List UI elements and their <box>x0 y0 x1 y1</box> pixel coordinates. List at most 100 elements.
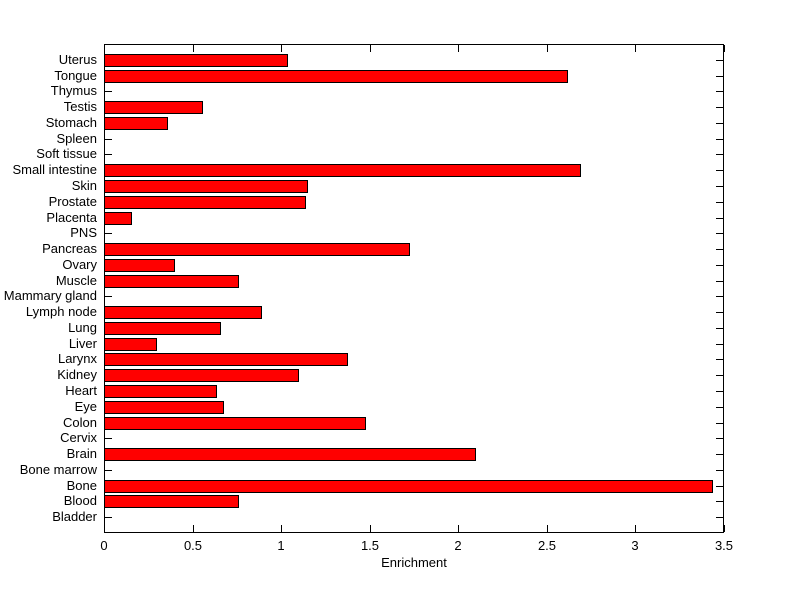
x-tick-top-icon <box>281 45 282 52</box>
y-axis-label: Muscle <box>55 273 97 288</box>
bar <box>104 212 132 225</box>
bar <box>104 70 568 83</box>
y-tick-right-icon <box>716 107 723 108</box>
y-axis-label: Brain <box>66 446 97 461</box>
x-tick-bottom-icon <box>370 525 371 532</box>
x-tick-top-icon <box>458 45 459 52</box>
y-tick-left-icon <box>105 517 112 518</box>
y-axis-label: Bone marrow <box>19 462 97 477</box>
y-tick-right-icon <box>716 391 723 392</box>
x-tick-top-icon <box>724 45 725 52</box>
y-tick-left-icon <box>105 296 112 297</box>
y-tick-right-icon <box>716 454 723 455</box>
y-tick-left-icon <box>105 139 112 140</box>
y-axis-label: Small intestine <box>12 162 97 177</box>
y-tick-right-icon <box>716 423 723 424</box>
y-tick-right-icon <box>716 170 723 171</box>
y-axis-label: Heart <box>65 383 97 398</box>
y-tick-right-icon <box>716 186 723 187</box>
y-tick-right-icon <box>716 359 723 360</box>
x-tick-bottom-icon <box>193 525 194 532</box>
y-axis-label: Bladder <box>52 509 97 524</box>
y-axis-label: Larynx <box>57 351 97 366</box>
bar <box>104 401 224 414</box>
bar <box>104 243 410 256</box>
y-tick-right-icon <box>716 438 723 439</box>
bar <box>104 385 217 398</box>
bar <box>104 164 581 177</box>
y-tick-right-icon <box>716 265 723 266</box>
y-axis-label: Pancreas <box>42 241 97 256</box>
bar <box>104 480 713 493</box>
x-tick-bottom-icon <box>547 525 548 532</box>
y-axis-label: Thymus <box>50 83 97 98</box>
y-tick-right-icon <box>716 249 723 250</box>
y-axis-label: Soft tissue <box>36 146 97 161</box>
x-tick-label: 3.5 <box>714 538 734 553</box>
x-tick-label: 2 <box>454 538 462 553</box>
bar <box>104 117 168 130</box>
bar <box>104 259 175 272</box>
y-tick-right-icon <box>716 202 723 203</box>
y-tick-right-icon <box>716 375 723 376</box>
bar <box>104 338 157 351</box>
y-tick-right-icon <box>716 470 723 471</box>
y-tick-right-icon <box>716 328 723 329</box>
x-tick-bottom-icon <box>724 525 725 532</box>
bar <box>104 322 221 335</box>
bar <box>104 448 476 461</box>
bar <box>104 495 239 508</box>
y-tick-right-icon <box>716 139 723 140</box>
x-tick-bottom-icon <box>281 525 282 532</box>
y-tick-right-icon <box>716 296 723 297</box>
x-tick-bottom-icon <box>458 525 459 532</box>
y-tick-right-icon <box>716 218 723 219</box>
y-axis-label: Prostate <box>48 194 97 209</box>
y-axis-label: Lung <box>68 320 97 335</box>
y-tick-right-icon <box>716 312 723 313</box>
y-axis-label: Ovary <box>62 257 97 272</box>
y-tick-right-icon <box>716 233 723 234</box>
bar <box>104 306 262 319</box>
y-axis-label: Skin <box>71 178 97 193</box>
y-axis-label: Lymph node <box>25 304 97 319</box>
x-tick-bottom-icon <box>104 525 105 532</box>
y-axis-label: Testis <box>63 99 97 114</box>
y-axis-label: Liver <box>68 336 97 351</box>
x-axis-title: Enrichment <box>381 555 447 570</box>
y-tick-right-icon <box>716 154 723 155</box>
y-tick-left-icon <box>105 470 112 471</box>
y-axis-label: Kidney <box>57 367 97 382</box>
x-tick-label: 1.5 <box>360 538 380 553</box>
y-axis-label: Stomach <box>45 115 97 130</box>
bar <box>104 417 366 430</box>
y-tick-right-icon <box>716 517 723 518</box>
bar <box>104 275 239 288</box>
y-axis-label: Placenta <box>46 210 97 225</box>
y-axis-label: Uterus <box>58 52 97 67</box>
y-tick-right-icon <box>716 76 723 77</box>
x-tick-top-icon <box>193 45 194 52</box>
y-tick-right-icon <box>716 486 723 487</box>
bar <box>104 54 288 67</box>
y-tick-right-icon <box>716 123 723 124</box>
y-axis-label: Spleen <box>56 131 97 146</box>
y-tick-right-icon <box>716 344 723 345</box>
x-tick-label: 0 <box>100 538 108 553</box>
y-axis-label: Tongue <box>54 68 97 83</box>
x-tick-top-icon <box>104 45 105 52</box>
y-axis-label: Blood <box>63 493 97 508</box>
bar <box>104 180 308 193</box>
y-tick-right-icon <box>716 281 723 282</box>
x-tick-top-icon <box>370 45 371 52</box>
y-tick-right-icon <box>716 60 723 61</box>
y-axis-label: Mammary gland <box>3 288 97 303</box>
y-tick-right-icon <box>716 91 723 92</box>
y-tick-left-icon <box>105 233 112 234</box>
y-axis-label: Colon <box>63 415 97 430</box>
y-tick-right-icon <box>716 501 723 502</box>
x-tick-top-icon <box>635 45 636 52</box>
x-tick-label: 2.5 <box>537 538 557 553</box>
x-tick-top-icon <box>547 45 548 52</box>
